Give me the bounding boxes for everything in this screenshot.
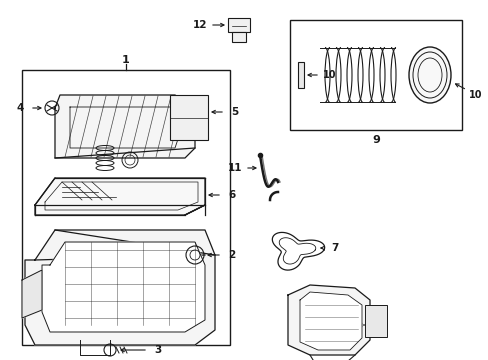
Polygon shape <box>35 178 204 215</box>
Text: 1: 1 <box>122 55 130 65</box>
Text: 2: 2 <box>228 250 235 260</box>
Text: 12: 12 <box>192 20 207 30</box>
Polygon shape <box>299 292 361 350</box>
Text: 7: 7 <box>331 243 338 253</box>
Bar <box>297 62 304 88</box>
Text: 5: 5 <box>231 107 238 117</box>
Text: 11: 11 <box>227 163 242 173</box>
Bar <box>231 32 245 42</box>
Text: 4: 4 <box>16 103 23 113</box>
Text: 6: 6 <box>228 190 235 200</box>
Bar <box>170 95 207 140</box>
Text: 10: 10 <box>468 90 482 100</box>
Polygon shape <box>287 285 369 355</box>
Polygon shape <box>42 242 204 332</box>
Bar <box>227 18 249 32</box>
Polygon shape <box>55 95 195 158</box>
Bar <box>364 305 386 337</box>
Polygon shape <box>25 230 215 345</box>
Text: 3: 3 <box>154 345 162 355</box>
Text: 9: 9 <box>371 135 379 145</box>
Text: 8: 8 <box>376 320 383 330</box>
Polygon shape <box>22 270 42 318</box>
Bar <box>22 70 229 345</box>
Ellipse shape <box>408 47 450 103</box>
Bar <box>289 20 461 130</box>
Text: 10: 10 <box>323 70 336 80</box>
